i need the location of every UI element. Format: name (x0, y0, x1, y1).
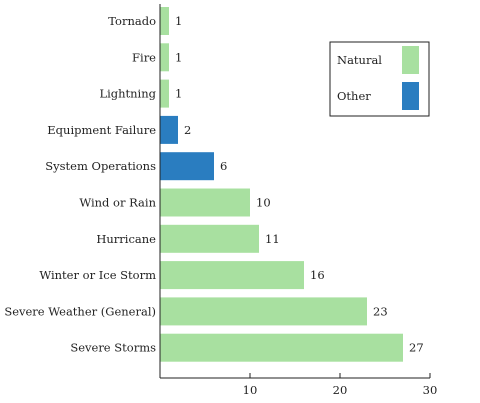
value-label: 6 (220, 159, 227, 173)
category-label: Wind or Rain (79, 196, 156, 210)
value-label: 1 (175, 87, 182, 101)
legend-label: Natural (337, 53, 382, 67)
category-label: System Operations (45, 159, 156, 173)
bars-group (160, 7, 403, 362)
legend-label: Other (337, 89, 371, 103)
value-label: 1 (175, 14, 182, 28)
bar-wind-or-rain (160, 188, 250, 217)
bar-fire (160, 43, 169, 72)
bar-system-operations (160, 152, 214, 181)
legend-swatch (402, 82, 419, 110)
category-label: Equipment Failure (47, 123, 156, 137)
bar-winter-or-ice-storm (160, 261, 304, 290)
category-label: Winter or Ice Storm (39, 268, 156, 282)
value-label: 23 (373, 304, 388, 318)
x-tick-label: 30 (423, 383, 438, 397)
category-label: Fire (132, 50, 156, 64)
legend-swatch (402, 46, 419, 74)
bar-equipment-failure (160, 115, 178, 144)
category-label: Severe Storms (70, 341, 156, 355)
bar-tornado (160, 7, 169, 35)
category-label: Hurricane (96, 232, 156, 246)
legend: Natural Other (329, 41, 430, 117)
value-label: 27 (409, 341, 424, 355)
value-label: 11 (265, 232, 280, 246)
category-label: Lightning (99, 87, 156, 101)
x-tick-label: 20 (333, 383, 348, 397)
bar-severe-storms (160, 333, 403, 362)
bar-severe-weather-general (160, 297, 367, 326)
axes-group: Tornado 1 Fire 1 Lightning 1 Equipment Failure… (4, 4, 437, 397)
category-label: Severe Weather (General) (4, 304, 156, 318)
value-label: 16 (310, 268, 325, 282)
bar-lightning (160, 79, 169, 108)
x-tick-label: 10 (243, 383, 258, 397)
category-label: Tornado (108, 14, 156, 28)
value-label: 1 (175, 50, 182, 64)
bar-hurricane (160, 224, 259, 253)
value-label: 2 (184, 123, 191, 137)
value-label: 10 (256, 196, 271, 210)
